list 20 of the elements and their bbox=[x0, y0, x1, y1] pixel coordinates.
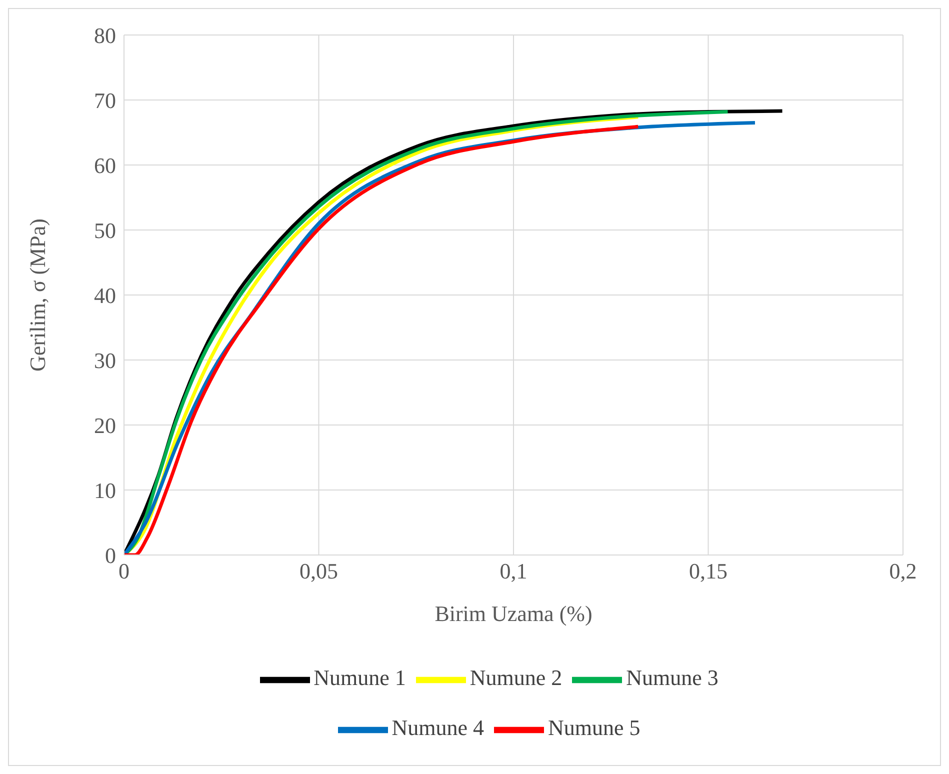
y-tick-label: 40 bbox=[94, 282, 116, 308]
legend-label: Numune 1 bbox=[314, 665, 406, 690]
y-tick-label: 80 bbox=[94, 22, 116, 48]
x-tick-label: 0,2 bbox=[889, 558, 917, 584]
y-tick-label: 70 bbox=[94, 88, 116, 113]
y-tick-label: 30 bbox=[94, 348, 116, 373]
y-tick-label: 60 bbox=[94, 152, 116, 178]
legend-label: Numune 5 bbox=[548, 715, 640, 740]
x-tick-label: 0,1 bbox=[500, 558, 528, 584]
x-tick-label: 0,05 bbox=[300, 558, 338, 584]
y-tick-label: 50 bbox=[94, 218, 116, 243]
legend-label: Numune 4 bbox=[392, 715, 484, 740]
legend-label: Numune 2 bbox=[470, 665, 562, 690]
y-tick-label: 0 bbox=[105, 542, 116, 568]
x-axis-title: Birim Uzama (%) bbox=[434, 601, 592, 626]
y-axis-title: Gerilim, σ (MPa) bbox=[24, 218, 50, 372]
legend-label: Numune 3 bbox=[626, 665, 718, 690]
y-tick-label: 20 bbox=[94, 412, 116, 438]
x-tick-label: 0,15 bbox=[689, 558, 728, 584]
y-tick-label: 10 bbox=[94, 478, 116, 503]
